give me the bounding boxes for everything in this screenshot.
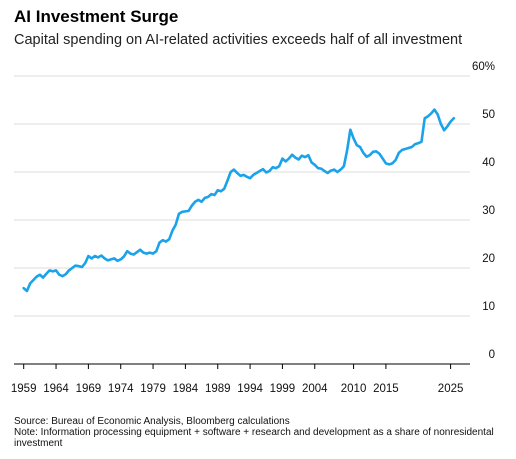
x-tick-label: 2025 (438, 383, 464, 395)
x-tick-label: 1969 (76, 383, 102, 395)
y-axis-ticks: 0 10 20 30 40 50 60% (472, 61, 495, 361)
chart-title: AI Investment Surge (14, 7, 179, 26)
x-tick-label: 1989 (205, 383, 231, 395)
y-tick-label: 60% (472, 61, 495, 73)
x-tick-label: 1979 (140, 383, 166, 395)
x-tick-label: 2015 (373, 383, 399, 395)
x-tick-label: 2004 (302, 383, 328, 395)
chart-footer: Source: Bureau of Economic Analysis, Blo… (14, 416, 504, 449)
y-tick-label: 50 (482, 109, 495, 121)
y-tick-label: 30 (482, 205, 495, 217)
gridlines (14, 75, 470, 365)
y-tick-label: 0 (489, 349, 495, 361)
y-tick-label: 10 (482, 301, 495, 313)
methodology-note: Note: Information processing equipment +… (14, 427, 494, 449)
x-tick-label: 2010 (341, 383, 367, 395)
series-line-0 (22, 108, 456, 293)
x-tick-label: 1999 (270, 383, 296, 395)
source-note: Source: Bureau of Economic Analysis, Blo… (14, 416, 290, 427)
y-tick-label: 20 (482, 253, 495, 265)
x-tick-label: 1994 (237, 383, 263, 395)
x-tick-label: 1974 (108, 383, 134, 395)
x-tick-label: 1959 (11, 383, 37, 395)
y-tick-label: 40 (482, 157, 495, 169)
x-tick-label: 1984 (173, 383, 199, 395)
x-tick-label: 1964 (43, 383, 69, 395)
series-group (22, 108, 456, 293)
x-axis-ticks: 1959 1964 1969 1974 1979 1984 1989 1994 1999 2004… (11, 364, 463, 395)
chart-subtitle: Capital spending on AI-related activitie… (14, 32, 463, 48)
